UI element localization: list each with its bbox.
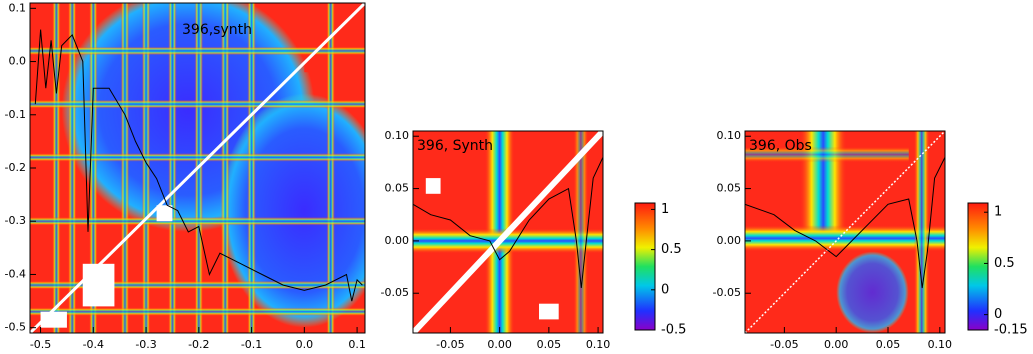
colorbar bbox=[967, 202, 989, 331]
heat-cell bbox=[30, 307, 365, 316]
x-tick-label: -0.3 bbox=[135, 338, 156, 351]
colorbar-tick-label: 1 bbox=[994, 205, 1002, 220]
x-tick-label: 0.10 bbox=[928, 338, 953, 351]
heatmap bbox=[745, 131, 945, 333]
y-tick-label: 0.0 bbox=[9, 55, 27, 68]
heat-cell bbox=[745, 146, 909, 163]
heat-cell bbox=[573, 131, 589, 333]
panel-title: 396, Obs bbox=[749, 138, 812, 154]
x-tick-label: -0.1 bbox=[241, 338, 262, 351]
heat-cell bbox=[156, 205, 173, 222]
x-tick-label: 0.0 bbox=[296, 338, 314, 351]
y-tick-label: -0.3 bbox=[5, 214, 26, 227]
diagonal bbox=[413, 131, 603, 333]
plot-frame bbox=[744, 130, 946, 334]
x-tick-label: 0.00 bbox=[487, 338, 512, 351]
x-tick-label: -0.5 bbox=[30, 338, 51, 351]
y-tick-label: 0.10 bbox=[717, 129, 742, 142]
x-tick-label: 0.1 bbox=[348, 338, 366, 351]
heat-cell bbox=[82, 263, 115, 307]
colorbar bbox=[634, 202, 656, 331]
heat-cell bbox=[30, 99, 365, 109]
y-tick-label: 0.10 bbox=[385, 129, 410, 142]
heat-cell bbox=[30, 153, 365, 162]
colorbar-tick-label: 0.5 bbox=[661, 242, 682, 257]
y-tick-label: -0.2 bbox=[5, 161, 26, 174]
panel-title: 396, Synth bbox=[417, 138, 493, 154]
spectrum-line bbox=[34, 29, 363, 302]
heat-cell bbox=[539, 303, 559, 320]
x-tick-label: -0.05 bbox=[436, 338, 464, 351]
x-tick-label: 0.10 bbox=[586, 338, 611, 351]
heat-cell bbox=[168, 3, 177, 333]
x-tick-label: 0.05 bbox=[537, 338, 562, 351]
colorbar-tick-label: 0.5 bbox=[994, 256, 1015, 271]
y-tick-label: 0.1 bbox=[9, 1, 27, 14]
heat-cell bbox=[30, 280, 365, 290]
colorbar-tick-label: 0 bbox=[661, 282, 669, 297]
heatmap bbox=[30, 3, 365, 333]
y-tick-label: -0.1 bbox=[5, 108, 26, 121]
heat-cell bbox=[326, 3, 335, 333]
y-tick-label: -0.05 bbox=[381, 286, 409, 299]
diagonal bbox=[745, 131, 945, 333]
y-tick-label: -0.5 bbox=[5, 321, 26, 334]
y-tick-label: 0.05 bbox=[385, 182, 410, 195]
heat-cell bbox=[247, 3, 256, 333]
spectrum-line bbox=[413, 156, 603, 289]
heat-cell bbox=[220, 3, 230, 333]
spectrum-line bbox=[745, 156, 945, 289]
colorbar-tick-label: 0 bbox=[994, 307, 1002, 322]
x-tick-label: -0.2 bbox=[188, 338, 209, 351]
heat-cell bbox=[913, 131, 930, 333]
panel-title: 396,synth bbox=[182, 22, 252, 38]
heat-cell bbox=[425, 178, 441, 194]
heat-cell bbox=[89, 3, 98, 333]
diagonal bbox=[30, 3, 365, 333]
y-tick-label: -0.4 bbox=[5, 267, 26, 280]
x-tick-label: -0.4 bbox=[83, 338, 104, 351]
heat-cell bbox=[120, 3, 130, 333]
heat-cell bbox=[30, 216, 365, 226]
heat-cell bbox=[141, 3, 151, 333]
x-tick-label: 0.05 bbox=[876, 338, 901, 351]
colorbar-tick-label: -0.5 bbox=[661, 323, 686, 338]
heat-cell bbox=[52, 3, 61, 333]
y-tick-label: 0.00 bbox=[717, 234, 742, 247]
heat-cell bbox=[836, 251, 909, 333]
y-tick-label: 0.00 bbox=[385, 234, 410, 247]
y-tick-label: -0.05 bbox=[713, 286, 741, 299]
x-tick-label: 0.00 bbox=[824, 338, 849, 351]
heat-cell bbox=[67, 3, 77, 333]
x-tick-label: -0.05 bbox=[770, 338, 798, 351]
heat-cell bbox=[30, 46, 365, 56]
plot-frame bbox=[412, 130, 604, 334]
y-tick-label: 0.05 bbox=[717, 182, 742, 195]
heat-cell bbox=[219, 93, 365, 328]
colorbar-tick-label: 1 bbox=[661, 202, 669, 217]
heatmap bbox=[413, 131, 603, 333]
colorbar-tick-label: -0.15 bbox=[994, 323, 1028, 338]
heat-cell bbox=[745, 225, 945, 252]
